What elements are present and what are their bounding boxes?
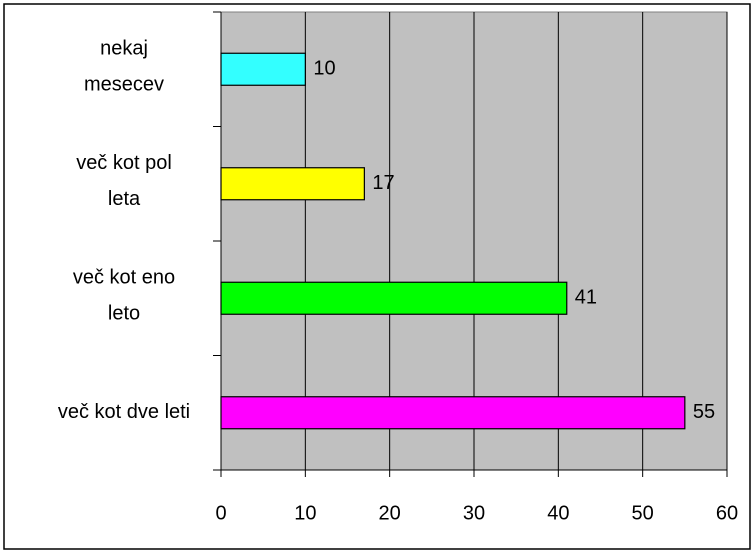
y-tick-label: nekaj mesecev — [84, 38, 164, 96]
x-tick-label: 50 — [632, 502, 654, 524]
x-tick-label: 30 — [463, 502, 485, 524]
bar — [220, 52, 306, 86]
bar — [220, 396, 686, 430]
value-label: 10 — [313, 58, 335, 80]
value-label: 17 — [372, 172, 394, 194]
x-tick-label: 10 — [294, 502, 316, 524]
x-tick-label: 40 — [547, 502, 569, 524]
y-tick-label: več kot dve leti — [58, 401, 190, 423]
x-tick-label: 0 — [215, 502, 226, 524]
x-tick-label: 20 — [379, 502, 401, 524]
value-label: 41 — [575, 287, 597, 309]
y-tick-label: več kot eno leto — [73, 267, 175, 325]
y-tick-label: več kot pol leta — [76, 152, 172, 210]
bar — [220, 281, 568, 315]
bar — [220, 167, 365, 201]
value-label: 55 — [693, 401, 715, 423]
x-tick-label: 60 — [716, 502, 738, 524]
